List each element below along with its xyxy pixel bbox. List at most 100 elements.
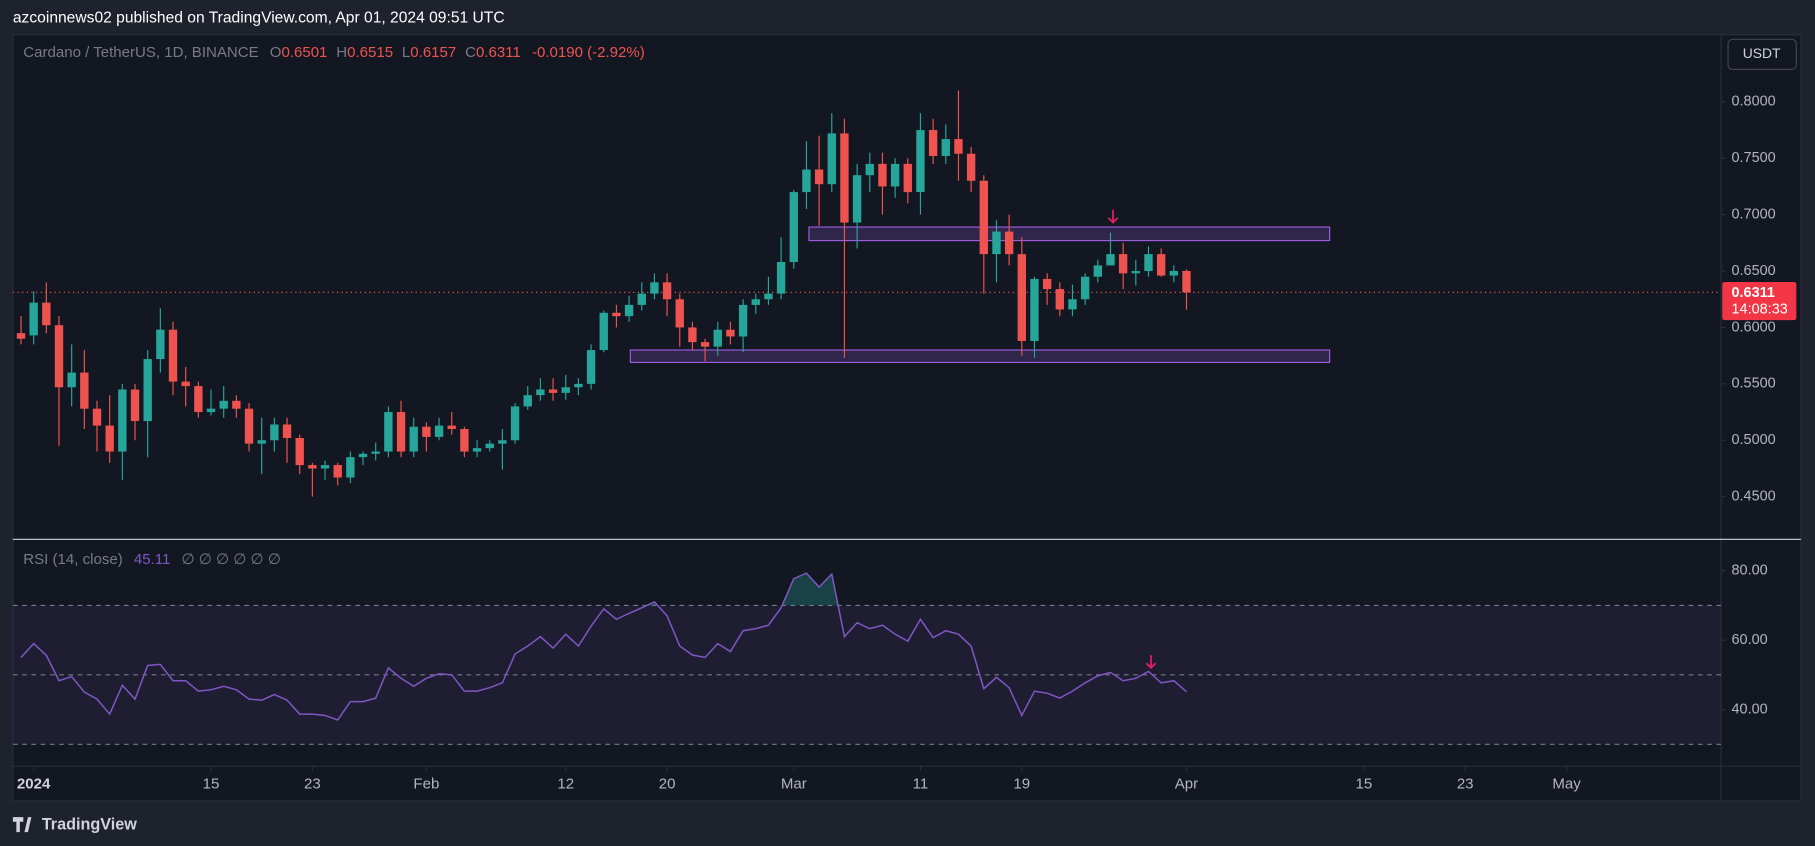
candle-body <box>1080 276 1090 300</box>
close-value: 0.6311 <box>476 44 521 61</box>
change: -0.0190 (-2.92%) <box>532 44 645 61</box>
last-price-badge <box>1722 281 1797 321</box>
candle-body <box>130 389 140 422</box>
candle-body <box>992 231 1001 255</box>
candle-body <box>890 163 900 187</box>
ohlc-label: C <box>465 44 476 61</box>
y-tick-label: 0.6000 <box>1732 319 1776 335</box>
candle-body <box>1030 278 1039 341</box>
candle-body <box>954 139 963 154</box>
candle-body <box>156 329 165 360</box>
candle-body <box>282 424 292 439</box>
candle-body <box>333 465 342 478</box>
candle-body <box>802 169 811 193</box>
candle-body <box>396 412 406 452</box>
candle-body <box>257 440 266 444</box>
candle-body <box>852 175 862 223</box>
arrow-head <box>1107 217 1119 224</box>
candle-body <box>29 302 38 336</box>
price-pane <box>12 90 1722 497</box>
x-tick-label: May <box>1552 776 1581 793</box>
y-tick-label: 0.6500 <box>1732 263 1776 279</box>
candle-body <box>422 426 431 437</box>
x-tick-label: 15 <box>1355 776 1372 793</box>
candle-body <box>1118 254 1128 274</box>
candle-body <box>1068 299 1077 310</box>
x-tick-label: 23 <box>1457 776 1474 793</box>
candle-body <box>42 302 51 326</box>
candle-body <box>789 192 798 263</box>
candle-body <box>181 381 190 387</box>
candle-body <box>599 312 608 351</box>
publish-info: azcoinnews02 published on TradingView.co… <box>13 10 505 27</box>
candle-body <box>814 169 824 185</box>
candle-body <box>358 453 368 458</box>
ohlc-label: O <box>270 44 282 61</box>
candle-body <box>1055 289 1064 310</box>
candle-body <box>675 299 684 328</box>
candle-body <box>1144 254 1153 272</box>
candle-body <box>903 163 912 193</box>
y-tick-label: 0.8000 <box>1732 94 1776 110</box>
y-tick-label: 60.00 <box>1732 632 1768 648</box>
candle-body <box>1106 254 1115 266</box>
candle-body <box>726 329 735 337</box>
candle-body <box>434 425 444 437</box>
legend-header: Cardano / TetherUS, 1D, BINANCE O0.6501 … <box>23 44 644 61</box>
candle-body <box>498 440 507 444</box>
candle-body <box>548 389 558 393</box>
candle-body <box>1017 254 1026 341</box>
candle-body <box>916 130 925 193</box>
zone <box>629 349 1331 364</box>
candle-body <box>384 412 393 452</box>
candle-body <box>206 408 216 413</box>
candle-body <box>561 387 570 393</box>
rsi-overbought-fill <box>646 573 839 606</box>
x-tick-label: 11 <box>913 776 929 793</box>
candle-body <box>700 342 710 347</box>
candle-body <box>320 465 330 469</box>
rsi-title: RSI (14, close) <box>23 551 122 568</box>
x-tick-label: 12 <box>557 776 574 793</box>
y-tick-label: 0.7500 <box>1732 150 1776 166</box>
candle-body <box>270 424 279 441</box>
brand-logo <box>12 817 32 833</box>
candle-body <box>194 386 203 413</box>
rsi-value: 45.11 <box>134 551 171 568</box>
candle-body <box>54 325 64 388</box>
candle-body <box>118 389 127 452</box>
y-tick-label: 40.00 <box>1732 701 1768 717</box>
candle-body <box>244 408 254 444</box>
rsi-pane <box>12 572 1722 745</box>
x-tick-label: Apr <box>1175 776 1198 793</box>
ohlc-label: H <box>336 44 347 61</box>
x-tick-label: Feb <box>413 776 439 793</box>
candle-body <box>232 400 241 409</box>
rsi-line <box>20 572 1187 721</box>
candle-body <box>536 389 545 396</box>
currency-button[interactable] <box>1727 38 1797 71</box>
x-tick-label: 19 <box>1013 776 1030 793</box>
candle-body <box>485 443 494 449</box>
candle-body <box>764 293 773 300</box>
y-tick-label: 0.4500 <box>1732 488 1776 504</box>
candle-body <box>1182 270 1191 293</box>
candle-body <box>637 293 646 305</box>
candle-body <box>308 465 317 469</box>
x-tick-label: 20 <box>659 776 676 793</box>
candle-body <box>624 304 634 317</box>
candle-body <box>738 304 748 337</box>
candle-body <box>1156 254 1166 276</box>
ohlc-label: L <box>402 44 410 61</box>
candle-body <box>105 425 114 452</box>
candle-body <box>586 350 596 384</box>
candle-body <box>92 408 102 426</box>
candle-body <box>713 329 722 347</box>
zone <box>808 226 1331 242</box>
annotation-arrow <box>1145 655 1157 670</box>
y-tick-label: 0.7000 <box>1732 206 1776 222</box>
candle-body <box>574 383 583 388</box>
x-tick-label: Mar <box>781 776 807 793</box>
candle-body <box>1042 278 1052 290</box>
